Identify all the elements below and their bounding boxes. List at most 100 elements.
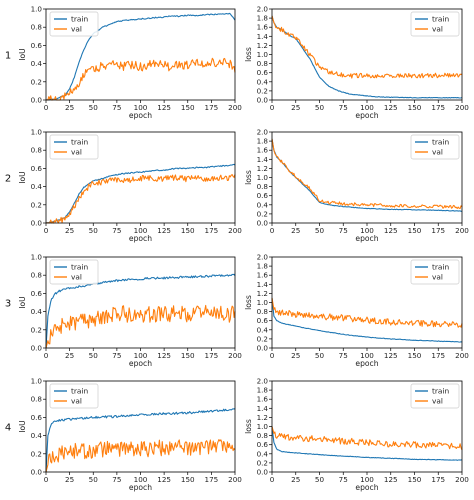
x-tick-label: 175 [431, 103, 445, 112]
x-tick-label: 150 [408, 103, 422, 112]
x-tick-label: 75 [112, 351, 121, 360]
x-tick-label: 75 [339, 475, 348, 484]
x-tick-label: 150 [181, 351, 195, 360]
y-tick-label: 1.0 [257, 422, 269, 431]
legend-box [410, 11, 460, 37]
x-tick-label: 0 [44, 351, 49, 360]
y-tick-label: 0.2 [31, 200, 42, 209]
series-line-train [271, 426, 463, 461]
x-tick-label: 50 [89, 351, 99, 360]
x-tick-label: 25 [65, 103, 74, 112]
x-tick-label: 0 [270, 226, 275, 235]
y-tick-label: 0.0 [31, 96, 43, 105]
x-tick-label: 175 [431, 475, 445, 484]
series-line-train [271, 15, 463, 99]
x-tick-label: 125 [157, 351, 171, 360]
series-line-val [271, 297, 463, 328]
y-tick-label: 1.0 [31, 128, 43, 137]
x-tick-label: 25 [65, 351, 74, 360]
x-tick-label: 25 [65, 475, 74, 484]
x-tick-label: 200 [455, 103, 469, 112]
x-tick-label: 125 [384, 351, 398, 360]
y-tick-label: 0.6 [31, 164, 43, 173]
series-line-train [45, 12, 236, 101]
x-tick-label: 75 [339, 226, 348, 235]
y-tick-label: 0.0 [257, 468, 269, 477]
series-line-train [271, 138, 463, 212]
chart-2-right: 0 25 50 75 100 125 150 175 200 0.00.20.40.60.81.0… [244, 128, 469, 244]
y-tick-label: 1.6 [257, 23, 269, 32]
y-tick-label: 0.4 [257, 77, 269, 86]
y-tick-label: 0.6 [257, 440, 269, 449]
x-tick-label: 100 [134, 226, 148, 235]
y-tick-label: 1.0 [31, 377, 43, 386]
series-line-train [45, 407, 236, 473]
y-tick-label: 0.0 [257, 96, 269, 105]
x-tick-label: 0 [270, 351, 275, 360]
x-tick-label: 125 [157, 475, 171, 484]
y-tick-label: 0.8 [31, 23, 43, 32]
legend-label-train: train [71, 138, 89, 147]
x-tick-label: 125 [384, 475, 398, 484]
y-tick-label: 0.0 [31, 468, 43, 477]
y-tick-label: 0.4 [31, 431, 43, 440]
series-line-val [271, 15, 463, 79]
x-tick-label: 50 [315, 226, 325, 235]
x-axis-label: epoch [129, 359, 152, 368]
row-label-3: 3 [5, 299, 11, 310]
x-tick-label: 150 [181, 103, 195, 112]
y-tick-label: 0.0 [257, 219, 269, 228]
x-tick-label: 175 [431, 226, 445, 235]
y-tick-label: 0.6 [31, 289, 43, 298]
y-axis-label: IoU [18, 171, 27, 183]
x-axis-label: epoch [355, 234, 378, 243]
x-tick-label: 100 [134, 475, 148, 484]
y-tick-label: 0.4 [257, 200, 269, 209]
row-label-1: 1 [5, 51, 11, 62]
x-tick-label: 25 [291, 103, 300, 112]
x-tick-label: 150 [408, 226, 422, 235]
y-tick-label: 0.8 [257, 182, 269, 191]
x-tick-label: 0 [270, 103, 275, 112]
y-axis-label: loss [244, 295, 253, 310]
y-axis-label: IoU [18, 420, 27, 432]
x-tick-label: 125 [157, 103, 171, 112]
chart-4-right: 0 25 50 75 100 125 150 175 200 0.00.20.40.60.81.0… [244, 377, 469, 493]
legend-box [410, 383, 460, 409]
legend-label-train: train [432, 263, 450, 272]
x-tick-label: 50 [315, 103, 325, 112]
y-tick-label: 0.8 [31, 271, 43, 280]
series-line-train [45, 273, 236, 349]
y-tick-label: 1.8 [257, 14, 269, 23]
x-tick-label: 175 [205, 351, 219, 360]
x-tick-label: 50 [89, 475, 99, 484]
x-tick-label: 0 [270, 475, 275, 484]
x-tick-label: 50 [315, 351, 325, 360]
y-tick-label: 0.8 [31, 395, 43, 404]
y-tick-label: 0.4 [31, 59, 43, 68]
y-tick-label: 1.6 [257, 271, 269, 280]
legend-label-val: val [71, 25, 82, 34]
y-tick-label: 0.2 [257, 334, 268, 343]
x-tick-label: 200 [455, 475, 469, 484]
x-tick-label: 50 [89, 226, 99, 235]
y-tick-label: 1.4 [257, 404, 269, 413]
x-axis-label: epoch [129, 234, 152, 243]
x-tick-label: 50 [315, 475, 325, 484]
x-tick-label: 150 [408, 475, 422, 484]
x-axis-label: epoch [355, 111, 378, 120]
y-tick-label: 1.8 [257, 386, 269, 395]
y-tick-label: 0.2 [31, 325, 42, 334]
legend-label-train: train [432, 15, 450, 24]
x-tick-label: 175 [431, 351, 445, 360]
y-tick-label: 0.2 [257, 458, 268, 467]
y-tick-label: 0.8 [257, 59, 269, 68]
